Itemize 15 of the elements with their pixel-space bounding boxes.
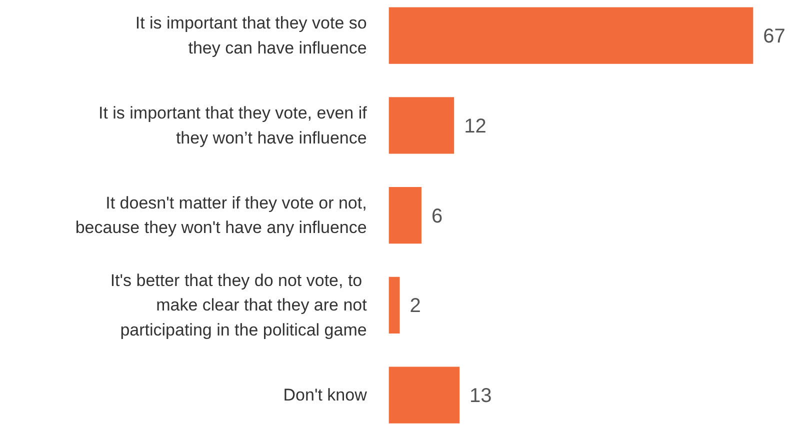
data-label: 2 xyxy=(410,295,421,318)
y-tick-label: It is important that they vote, even if they won’t have influence xyxy=(98,104,368,148)
data-label: 6 xyxy=(431,205,443,228)
y-tick-label: Don't know xyxy=(283,386,368,405)
y-tick-label: It doesn't matter if they vote or not, because they won't have any influence xyxy=(75,193,367,238)
y-tick-label: It's better that they do not vote, to make clear that they are not participating in the political game xyxy=(110,270,368,340)
bar xyxy=(388,7,754,64)
bar xyxy=(388,276,400,334)
data-label: 67 xyxy=(763,26,786,48)
bar xyxy=(388,186,422,244)
data-label: 12 xyxy=(464,115,486,138)
bar xyxy=(388,97,454,154)
bar xyxy=(388,366,460,424)
data-label: 13 xyxy=(470,385,492,408)
y-tick-label: It is important that they vote so they can have influence xyxy=(135,14,367,58)
